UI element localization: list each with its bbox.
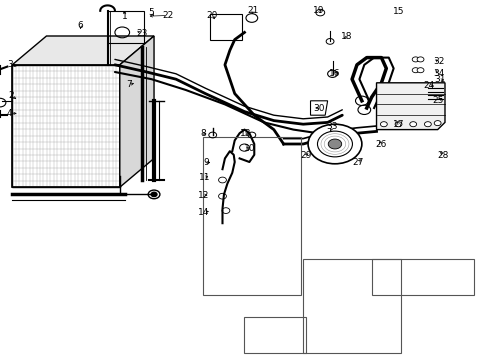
Text: 13: 13 bbox=[239, 129, 251, 138]
Text: 14: 14 bbox=[197, 208, 209, 217]
Polygon shape bbox=[376, 83, 444, 130]
Text: 8: 8 bbox=[200, 129, 205, 138]
Text: 5: 5 bbox=[148, 8, 154, 17]
Bar bbox=[210, 14, 242, 40]
Bar bbox=[244, 317, 305, 353]
Text: 22: 22 bbox=[162, 11, 173, 20]
Text: 33: 33 bbox=[326, 122, 338, 131]
Circle shape bbox=[409, 122, 416, 127]
Text: 17: 17 bbox=[392, 120, 404, 129]
Text: 34: 34 bbox=[432, 68, 444, 77]
Text: 16: 16 bbox=[328, 69, 340, 78]
Text: 26: 26 bbox=[375, 140, 386, 149]
Polygon shape bbox=[12, 65, 120, 187]
Text: 6: 6 bbox=[78, 21, 83, 30]
Text: 21: 21 bbox=[247, 5, 259, 14]
Bar bbox=[203, 137, 300, 295]
Circle shape bbox=[411, 57, 418, 62]
Text: 9: 9 bbox=[203, 158, 209, 167]
Circle shape bbox=[416, 68, 423, 73]
Text: 20: 20 bbox=[205, 10, 217, 19]
Text: 30: 30 bbox=[313, 104, 325, 112]
Bar bbox=[371, 259, 473, 295]
Circle shape bbox=[380, 122, 386, 127]
Polygon shape bbox=[120, 36, 154, 187]
Circle shape bbox=[416, 57, 423, 62]
Circle shape bbox=[433, 121, 440, 126]
Text: 4: 4 bbox=[7, 109, 13, 118]
Text: 12: 12 bbox=[197, 191, 209, 199]
Text: 11: 11 bbox=[198, 173, 210, 181]
Text: 32: 32 bbox=[432, 57, 444, 66]
Circle shape bbox=[307, 124, 361, 164]
Text: 28: 28 bbox=[437, 151, 448, 160]
Text: 19: 19 bbox=[312, 5, 324, 14]
Text: 10: 10 bbox=[243, 144, 255, 153]
Text: 23: 23 bbox=[136, 29, 147, 37]
Text: 29: 29 bbox=[299, 151, 311, 160]
Circle shape bbox=[424, 122, 430, 127]
Text: 2: 2 bbox=[8, 91, 14, 100]
Text: 7: 7 bbox=[125, 80, 131, 89]
Text: 24: 24 bbox=[422, 81, 434, 90]
Circle shape bbox=[394, 122, 401, 127]
Bar bbox=[107, 11, 144, 43]
Text: 15: 15 bbox=[392, 7, 404, 16]
Polygon shape bbox=[12, 36, 154, 65]
Text: 1: 1 bbox=[122, 12, 127, 21]
Text: 18: 18 bbox=[341, 32, 352, 41]
Circle shape bbox=[411, 68, 418, 73]
Bar bbox=[303, 259, 400, 353]
Text: 27: 27 bbox=[351, 158, 363, 167]
Circle shape bbox=[327, 139, 341, 149]
Circle shape bbox=[151, 192, 157, 197]
Text: 25: 25 bbox=[431, 96, 443, 105]
Text: 3: 3 bbox=[7, 60, 13, 69]
Circle shape bbox=[317, 131, 352, 157]
Text: 31: 31 bbox=[433, 76, 445, 85]
